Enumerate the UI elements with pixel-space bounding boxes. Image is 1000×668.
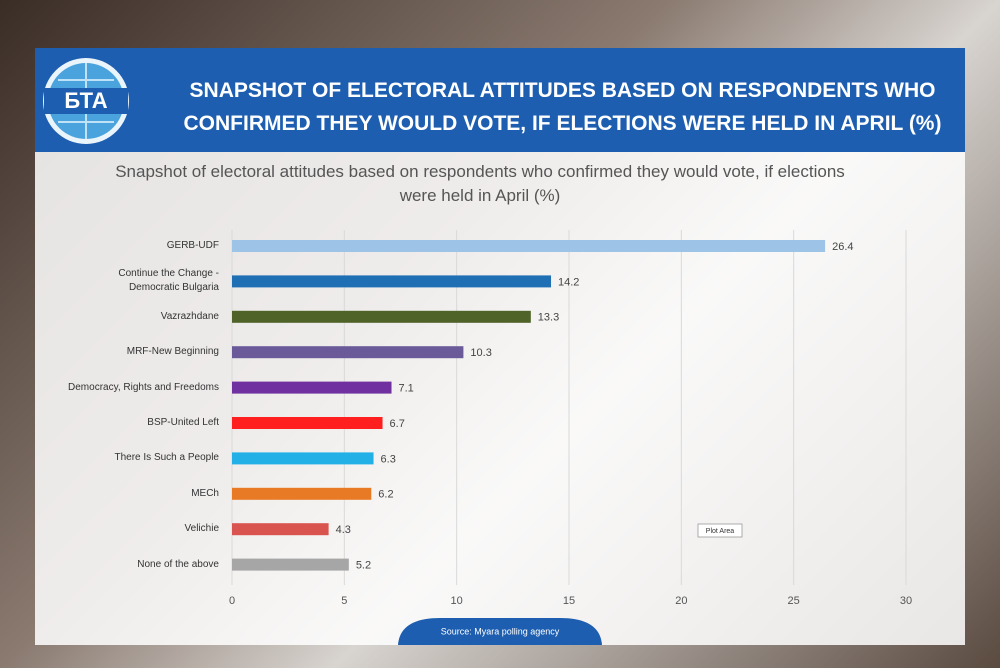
y-tick-label: Vazrazhdane [160, 310, 219, 322]
plot: 0 5 10 15 20 25 30 26.4 14.2 13.3 10.3 7.1 6.7 6.3 6.2… [229, 230, 912, 607]
y-tick-label: None of the above [137, 558, 219, 570]
y-tick-label: MECh [191, 487, 219, 499]
y-tick-label: GERB-UDF [166, 240, 219, 251]
bar [232, 523, 329, 536]
bar [232, 240, 826, 252]
annotation: Plot Area [706, 528, 735, 535]
x-tick-label: 20 [675, 595, 687, 607]
source: Source: Myara polling agency [441, 626, 560, 636]
value-label: 6.7 [390, 418, 405, 430]
bar [232, 558, 349, 571]
y-tick-label: MRF-New Beginning [126, 346, 219, 358]
value-label: 4.3 [336, 524, 351, 536]
header-banner [35, 48, 965, 152]
value-label: 10.3 [470, 347, 491, 359]
y-tick-label: There Is Such a People [114, 452, 219, 464]
value-label: 26.4 [832, 241, 853, 253]
logo-band [44, 88, 128, 114]
x-tick-label: 10 [451, 595, 463, 607]
bar [232, 381, 392, 394]
x-tick-label: 30 [900, 595, 912, 607]
header-title: SNAPSHOT OF ELECTORAL ATTITUDES BASED ON… [183, 79, 942, 135]
bar [232, 346, 464, 359]
bar [232, 310, 531, 323]
y-tick-label: BSP-United Left [147, 417, 219, 428]
value-label: 6.3 [381, 453, 396, 465]
annotation-box [697, 523, 743, 538]
bar [232, 275, 552, 288]
chart-panel [35, 152, 965, 645]
y-tick-label: Democracy, Rights and Freedoms [68, 381, 219, 393]
value-label: 6.2 [378, 489, 393, 501]
value-label: 5.2 [356, 560, 371, 572]
chart-title: Snapshot of electoral attitudes based on… [115, 162, 845, 205]
bar [232, 487, 372, 500]
value-label: 14.2 [558, 276, 579, 288]
x-tick-label: 0 [229, 595, 235, 607]
y-tick-label: Continue the Change - Democratic Bulgari… [118, 268, 219, 294]
x-tick-label: 5 [341, 595, 347, 607]
x-tick-label: 15 [563, 595, 575, 607]
value-label: 7.1 [399, 383, 414, 395]
x-tick-label: 25 [788, 595, 800, 607]
bar [232, 452, 374, 465]
source-tab [398, 618, 602, 645]
value-label: 13.3 [538, 312, 559, 324]
logo-text: БТА [64, 88, 107, 113]
bar [232, 417, 383, 429]
y-tick-label: Velichie [184, 523, 219, 535]
